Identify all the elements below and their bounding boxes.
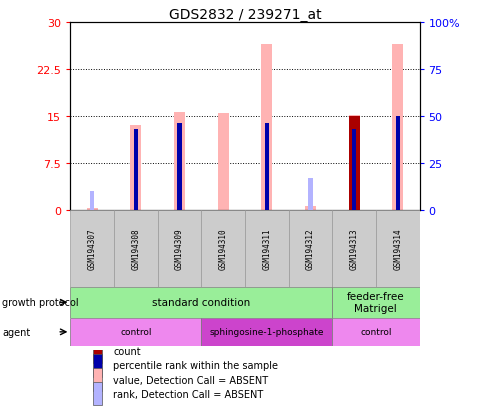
Bar (348, 116, 359, 211)
Bar (70, 318, 201, 346)
Bar (332, 287, 419, 318)
Text: GSM194312: GSM194312 (305, 228, 314, 270)
Bar (93, 340, 102, 363)
Text: growth protocol: growth protocol (2, 297, 79, 308)
Bar (70, 211, 114, 287)
Bar (177, 124, 181, 211)
Text: feeder-free
Matrigel: feeder-free Matrigel (347, 292, 404, 313)
Text: agent: agent (2, 327, 30, 337)
Bar (392, 45, 402, 211)
Text: rank, Detection Call = ABSENT: rank, Detection Call = ABSENT (113, 389, 263, 399)
Bar (217, 114, 228, 211)
Bar (332, 318, 419, 346)
Text: standard condition: standard condition (152, 297, 250, 308)
Bar (133, 130, 137, 211)
Bar (304, 206, 315, 211)
Bar (351, 130, 355, 211)
Bar (244, 211, 288, 287)
Text: GSM194311: GSM194311 (262, 228, 271, 270)
Bar (394, 116, 399, 211)
Bar (93, 368, 102, 391)
Bar (264, 124, 268, 211)
Bar (157, 211, 201, 287)
Bar (174, 112, 184, 211)
Bar (332, 211, 375, 287)
Title: GDS2832 / 239271_at: GDS2832 / 239271_at (168, 8, 320, 22)
Text: GSM194309: GSM194309 (175, 228, 183, 270)
Bar (114, 211, 157, 287)
Text: GSM194314: GSM194314 (393, 228, 401, 270)
Text: GSM194308: GSM194308 (131, 228, 140, 270)
Bar (375, 211, 419, 287)
Text: GSM194307: GSM194307 (88, 228, 96, 270)
Bar (93, 382, 102, 405)
Text: GSM194313: GSM194313 (349, 228, 358, 270)
Bar (201, 318, 332, 346)
Text: value, Detection Call = ABSENT: value, Detection Call = ABSENT (113, 375, 268, 385)
Text: GSM194310: GSM194310 (218, 228, 227, 270)
Text: percentile rank within the sample: percentile rank within the sample (113, 361, 278, 370)
Bar (261, 45, 272, 211)
Bar (288, 211, 332, 287)
Text: count: count (113, 347, 140, 356)
Text: control: control (120, 328, 151, 337)
Bar (70, 287, 332, 318)
Bar (348, 115, 359, 211)
Bar (130, 126, 141, 211)
Bar (90, 192, 94, 211)
Bar (201, 211, 244, 287)
Bar (308, 179, 312, 211)
Text: sphingosine-1-phosphate: sphingosine-1-phosphate (209, 328, 323, 337)
Bar (87, 208, 97, 211)
Text: control: control (360, 328, 391, 337)
Bar (93, 354, 102, 377)
